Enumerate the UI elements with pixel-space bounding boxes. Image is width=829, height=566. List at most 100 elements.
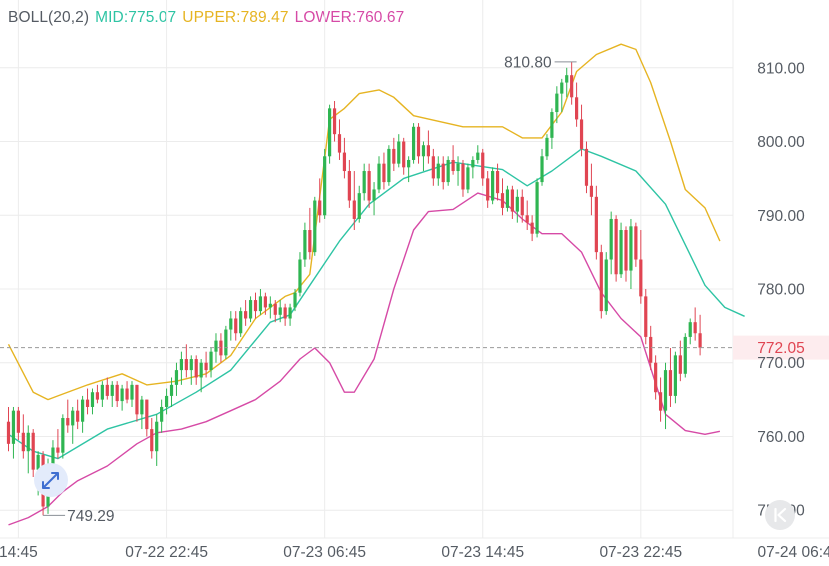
y-tick-label: 760.00 <box>757 429 805 446</box>
candle-body <box>555 93 559 113</box>
candle-body <box>298 259 302 293</box>
candle-body <box>357 193 361 219</box>
x-tick-label: 07-22 22:45 <box>125 544 208 561</box>
x-tick-label: 07-23 14:45 <box>441 544 524 561</box>
candle-body <box>397 141 401 164</box>
candle-body <box>579 119 584 149</box>
boll-indicator-name: BOLL(20,2) <box>8 9 90 26</box>
grid-layer <box>0 0 733 538</box>
candle-body <box>337 134 342 153</box>
candle-body <box>115 384 119 402</box>
candle-body <box>604 259 608 312</box>
x-tick-label: 07-23 06:45 <box>283 544 366 561</box>
boll-upper-value: UPPER:789.47 <box>182 9 289 26</box>
candle-body <box>649 336 653 363</box>
candle-body <box>426 145 430 157</box>
candle-body <box>160 406 164 422</box>
candle-body <box>525 215 529 223</box>
candle-body <box>313 200 317 253</box>
candle-body <box>668 370 673 396</box>
candle-body <box>495 171 500 194</box>
y-tick-label: 770.00 <box>757 355 805 372</box>
candle-body <box>421 145 426 157</box>
candle-body <box>505 189 510 208</box>
candle-body <box>169 384 174 396</box>
candle-body <box>654 362 658 393</box>
candle-body <box>81 399 85 422</box>
candle-body <box>639 259 643 297</box>
candle-body <box>545 137 549 157</box>
x-tick-label: 07-24 06:45 <box>758 544 829 561</box>
bollinger-bands <box>7 43 745 526</box>
candle-body <box>698 333 702 348</box>
candle-body <box>540 156 544 183</box>
candle-body <box>224 329 228 356</box>
candle-body <box>663 370 668 411</box>
candle-body <box>253 300 258 312</box>
boll-indicator-header: BOLL(20,2) MID:775.07 UPPER:789.47 LOWER:76… <box>8 9 410 27</box>
candle-body <box>550 112 554 138</box>
boll-mid-value: MID:775.07 <box>95 9 177 26</box>
candle-body <box>436 163 440 179</box>
candle-body <box>164 395 169 407</box>
candle-body <box>520 196 524 216</box>
upper-band-line <box>7 43 721 401</box>
candle-body <box>407 159 411 168</box>
candle-body <box>362 171 366 194</box>
candle-body <box>140 399 144 415</box>
candle-body <box>693 322 697 334</box>
candle-body <box>683 336 687 374</box>
candle-body <box>387 148 391 183</box>
min-price-label: 749.29 <box>67 508 114 525</box>
candle-body <box>575 97 579 120</box>
candle-body <box>510 189 514 212</box>
candle-body <box>184 359 188 371</box>
candle-body <box>263 296 267 308</box>
x-tick-label: 14:45 <box>0 544 38 561</box>
candle-body <box>71 410 75 426</box>
candle-body <box>239 311 243 334</box>
expand-diagonal-icon[interactable] <box>34 463 68 497</box>
candle-body <box>26 432 30 452</box>
candle-body <box>451 159 455 172</box>
y-tick-label: 790.00 <box>757 208 805 225</box>
candle-body <box>308 230 312 253</box>
candle-body <box>372 189 376 201</box>
candle-body <box>145 399 149 430</box>
candles <box>6 61 702 516</box>
candle-body <box>614 218 618 275</box>
candle-body <box>150 429 154 452</box>
candle-body <box>332 108 337 135</box>
boll-lower-value: LOWER:760.67 <box>294 9 405 26</box>
current-price-line-group: 772.05 <box>0 335 829 360</box>
candle-body <box>594 196 598 253</box>
candle-body <box>56 447 60 453</box>
candle-body <box>441 163 445 183</box>
candle-body <box>204 362 208 371</box>
candle-body <box>624 230 628 271</box>
current-price-label: 772.05 <box>757 340 804 357</box>
candle-body <box>6 421 11 444</box>
candle-body <box>209 351 213 371</box>
candle-body <box>268 303 272 308</box>
max-price-label: 810.80 <box>504 54 552 71</box>
candle-body <box>328 108 332 157</box>
candle-body <box>66 418 70 426</box>
candle-body <box>105 384 109 396</box>
y-tick-label: 800.00 <box>757 134 805 151</box>
candle-body <box>234 318 238 334</box>
candle-body <box>258 296 263 312</box>
candle-body <box>431 156 435 179</box>
candle-body <box>61 418 65 453</box>
candle-body <box>402 141 406 168</box>
candle-body <box>120 388 124 402</box>
candle-body <box>283 307 287 319</box>
candle-body <box>476 152 480 160</box>
current-price-tag <box>733 335 829 360</box>
candle-body <box>411 126 416 160</box>
skip-back-icon[interactable] <box>765 500 795 530</box>
candle-body <box>471 159 475 168</box>
candle-body <box>90 392 95 407</box>
